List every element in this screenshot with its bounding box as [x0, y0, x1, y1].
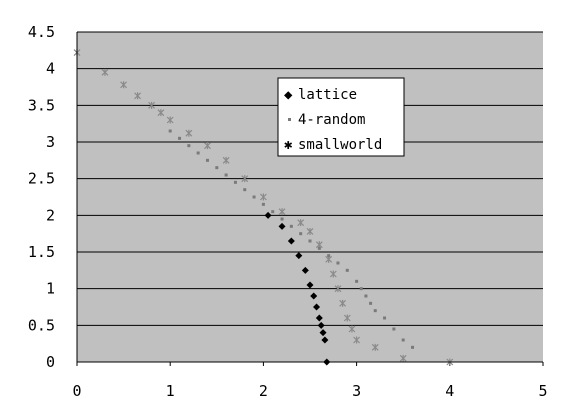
- series-smallworld: [73, 49, 454, 366]
- point-smallworld: [101, 68, 109, 76]
- point-4-random: [196, 151, 200, 155]
- point-smallworld: [339, 299, 347, 307]
- legend-marker-4-random: [288, 118, 291, 121]
- point-4-random: [383, 316, 387, 320]
- point-smallworld: [148, 101, 155, 109]
- y-tick-label: 4.5: [28, 23, 55, 41]
- point-4-random: [359, 287, 363, 291]
- point-lattice: [306, 281, 314, 289]
- point-4-random: [317, 246, 321, 250]
- x-tick-labels: 0 1 2 3 4 5: [72, 362, 548, 400]
- point-4-random: [280, 217, 284, 221]
- y-tick-label: 0: [46, 353, 55, 371]
- point-4-random: [243, 188, 247, 192]
- y-tick-label: 1: [46, 280, 55, 298]
- point-smallworld: [353, 336, 361, 344]
- legend-box: [277, 77, 405, 157]
- x-tick-label: 0: [72, 382, 81, 400]
- point-smallworld: [329, 270, 337, 278]
- series-4-random: [168, 129, 415, 349]
- point-smallworld: [120, 81, 128, 89]
- point-4-random: [205, 158, 209, 162]
- point-4-random: [187, 144, 191, 148]
- point-4-random: [271, 210, 275, 214]
- point-smallworld: [343, 314, 351, 322]
- point-4-random: [233, 180, 237, 184]
- y-tick-label: 3: [46, 133, 55, 151]
- point-lattice: [301, 266, 309, 274]
- y-tick-label: 2.5: [28, 170, 55, 188]
- point-smallworld: [334, 285, 342, 293]
- point-4-random: [392, 327, 396, 331]
- point-smallworld: [157, 109, 165, 117]
- point-lattice: [315, 314, 323, 322]
- gridlines: [77, 31, 543, 363]
- point-4-random: [364, 294, 368, 298]
- point-lattice: [321, 336, 329, 344]
- point-smallworld: [185, 129, 193, 137]
- point-4-random: [308, 239, 312, 243]
- point-smallworld: [278, 208, 286, 216]
- point-lattice: [264, 211, 272, 219]
- y-tick-label: 1.5: [28, 243, 55, 261]
- legend-marker-lattice: ◆: [284, 87, 293, 103]
- point-smallworld: [348, 325, 356, 333]
- point-4-random: [345, 268, 349, 272]
- point-4-random: [327, 254, 331, 258]
- y-tick-label: 3.5: [28, 96, 55, 114]
- point-4-random: [215, 166, 219, 170]
- point-4-random: [168, 129, 172, 133]
- point-smallworld: [399, 354, 407, 362]
- legend-marker-smallworld: ✱: [284, 137, 293, 153]
- point-4-random: [355, 279, 359, 283]
- point-4-random: [299, 232, 303, 236]
- point-smallworld: [259, 193, 267, 201]
- y-tick-labels: 0 0.5 1 1.5 2 2.5 3 3.5 4 4.5: [28, 23, 55, 371]
- legend-label-4-random: 4-random: [298, 112, 365, 128]
- point-smallworld: [204, 142, 211, 150]
- x-tick-label: 4: [445, 382, 454, 400]
- point-4-random: [373, 309, 377, 313]
- point-lattice: [313, 303, 321, 311]
- point-smallworld: [241, 175, 249, 183]
- point-smallworld: [371, 343, 379, 351]
- legend-label-lattice: lattice: [298, 87, 357, 103]
- point-lattice: [310, 292, 318, 300]
- series-lattice: [264, 211, 331, 366]
- point-4-random: [411, 345, 415, 349]
- point-4-random: [336, 261, 340, 265]
- point-lattice: [319, 329, 327, 337]
- point-smallworld: [134, 92, 142, 100]
- legend-label-smallworld: smallworld: [298, 137, 382, 153]
- point-4-random: [252, 195, 256, 199]
- x-tick-label: 2: [259, 382, 268, 400]
- series-layer: [73, 49, 454, 366]
- point-lattice: [295, 252, 303, 260]
- x-tick-label: 1: [166, 382, 175, 400]
- y-tick-label: 0.5: [28, 316, 55, 334]
- point-4-random: [289, 224, 293, 228]
- point-4-random: [261, 202, 265, 206]
- point-4-random: [401, 338, 405, 342]
- y-tick-label: 2: [46, 206, 55, 224]
- point-lattice: [278, 222, 286, 230]
- point-4-random: [369, 301, 373, 305]
- point-lattice: [287, 237, 295, 245]
- point-4-random: [178, 136, 182, 140]
- x-tick-label: 3: [352, 382, 361, 400]
- point-lattice: [317, 321, 325, 329]
- point-smallworld: [222, 156, 230, 164]
- point-4-random: [224, 173, 228, 177]
- x-tick-label: 5: [538, 382, 547, 400]
- point-smallworld: [297, 219, 305, 227]
- point-smallworld: [306, 227, 314, 235]
- y-tick-label: 4: [46, 60, 55, 78]
- point-smallworld: [166, 116, 174, 124]
- legend: ◆ lattice 4-random ✱ smallworld: [277, 77, 405, 157]
